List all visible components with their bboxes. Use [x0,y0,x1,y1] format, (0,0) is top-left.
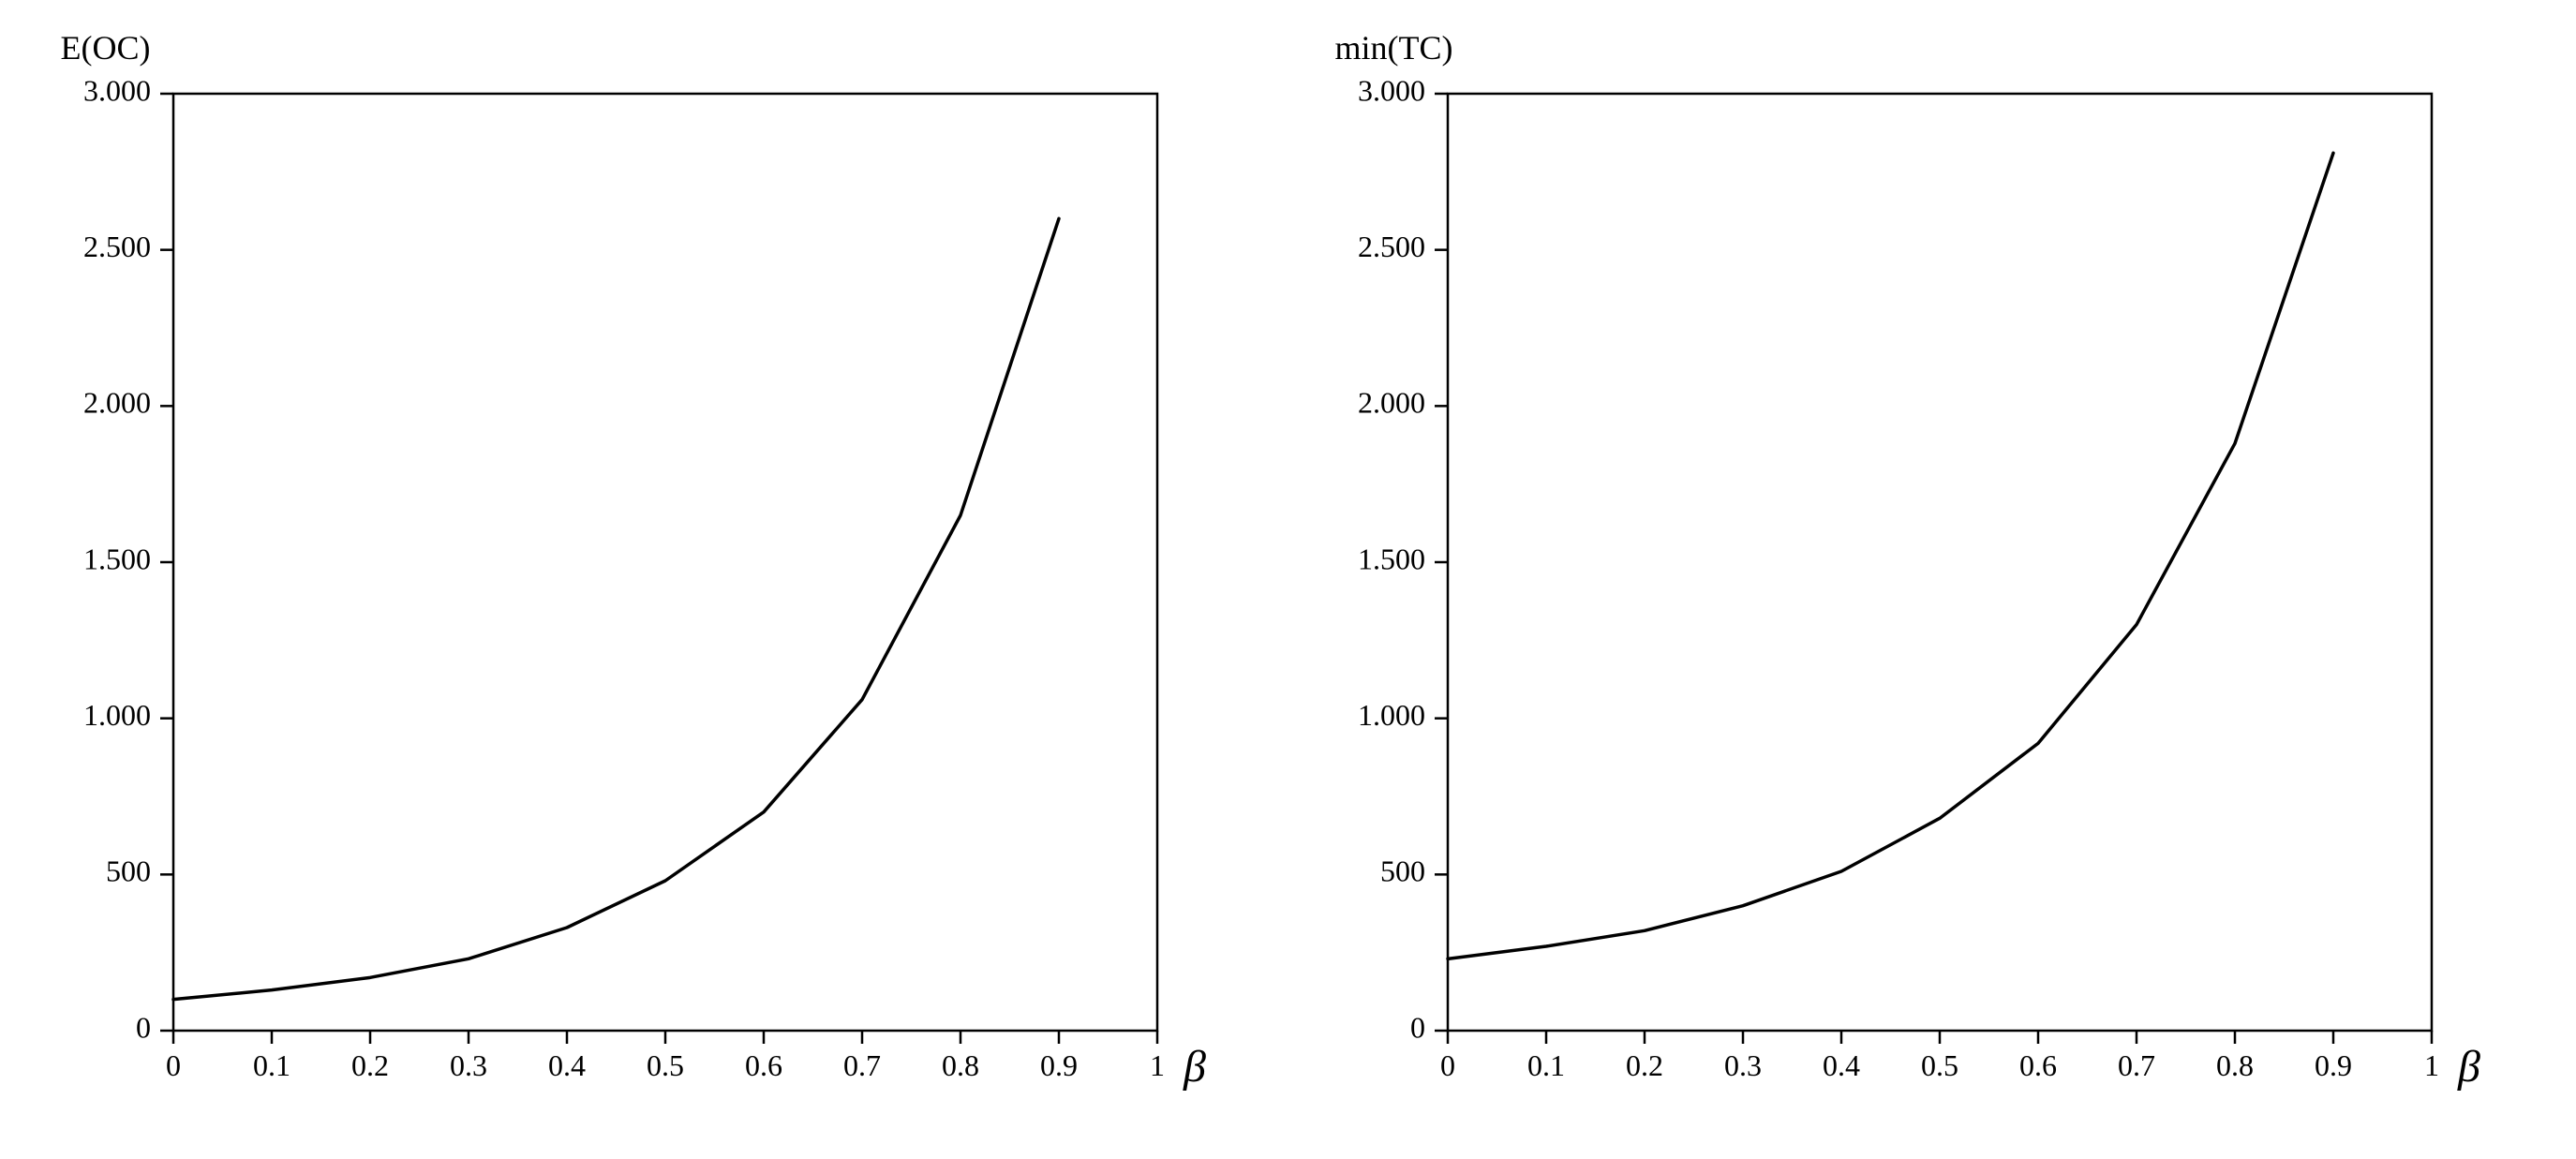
xtick-label: 0 [166,1048,181,1082]
xtick-label: 0.2 [351,1048,389,1082]
series-line [173,218,1059,999]
ytick-label: 500 [106,854,151,888]
xtick-label: 0.4 [1823,1048,1860,1082]
xaxis-label: β [1183,1042,1206,1092]
xaxis-label: β [2457,1042,2480,1092]
panel-right-title: min(TC) [1335,28,2507,67]
xtick-label: 0.3 [450,1048,487,1082]
xtick-label: 0.5 [1921,1048,1958,1082]
xtick-label: 0.8 [2216,1048,2254,1082]
panel-right-chart: 0 500 1.000 1.500 2.000 2.500 3.000 0 0.1 0.2 0.3 0… [1345,75,2507,1124]
panel-right: min(TC) 05001.0001.5002.0002.5003.00000.… [1345,28,2507,1124]
xtick-label: 0.3 [1724,1048,1762,1082]
xtick-label: 0.2 [1626,1048,1663,1082]
ytick-label: 3.000 [83,75,151,107]
series-line [1448,153,2333,958]
ytick-label: 3.000 [1358,75,1425,107]
ytick-label: 2.500 [1358,230,1425,263]
ytick-label: 0 [136,1010,151,1044]
xtick-label: 0.9 [1040,1048,1078,1082]
panel-right-svg: 0 500 1.000 1.500 2.000 2.500 3.000 0 0.1 0.2 0.3 0… [1345,75,2507,1124]
ytick-label: 0 [1410,1010,1425,1044]
xtick-label: 0.7 [2118,1048,2155,1082]
ytick-label: 2.000 [1358,386,1425,420]
xtick-label: 0.9 [2315,1048,2352,1082]
ytick-label: 1.500 [83,542,151,575]
panel-left-svg: 0 500 1.000 1.500 2.000 2.500 3.000 0 0.1 0.2 0.3 0… [70,75,1232,1124]
ytick-label: 500 [1380,854,1425,888]
xtick-label: 0 [1440,1048,1455,1082]
xtick-label: 0.6 [745,1048,782,1082]
panel-left-chart: 0 500 1.000 1.500 2.000 2.500 3.000 0 0.1 0.2 0.3 0… [70,75,1232,1124]
xtick-label: 1 [2424,1048,2439,1082]
ytick-label: 2.500 [83,230,151,263]
ytick-label: 2.000 [83,386,151,420]
ytick-label: 1.000 [1358,698,1425,732]
xtick-label: 0.1 [253,1048,290,1082]
xtick-label: 0.8 [942,1048,979,1082]
xtick-label: 0.6 [2019,1048,2057,1082]
xtick-label: 0.4 [548,1048,586,1082]
ytick-label: 1.000 [83,698,151,732]
ytick-label: 1.500 [1358,542,1425,575]
panel-left-title: E(OC) [61,28,1232,67]
panel-left: E(OC) 05001.0001.5002.0002.5003.00000.10… [70,28,1232,1124]
xtick-label: 0.1 [1527,1048,1565,1082]
xtick-label: 0.7 [843,1048,881,1082]
xtick-label: 1 [1150,1048,1165,1082]
figure-container: E(OC) 05001.0001.5002.0002.5003.00000.10… [0,0,2576,1152]
xtick-label: 0.5 [647,1048,684,1082]
